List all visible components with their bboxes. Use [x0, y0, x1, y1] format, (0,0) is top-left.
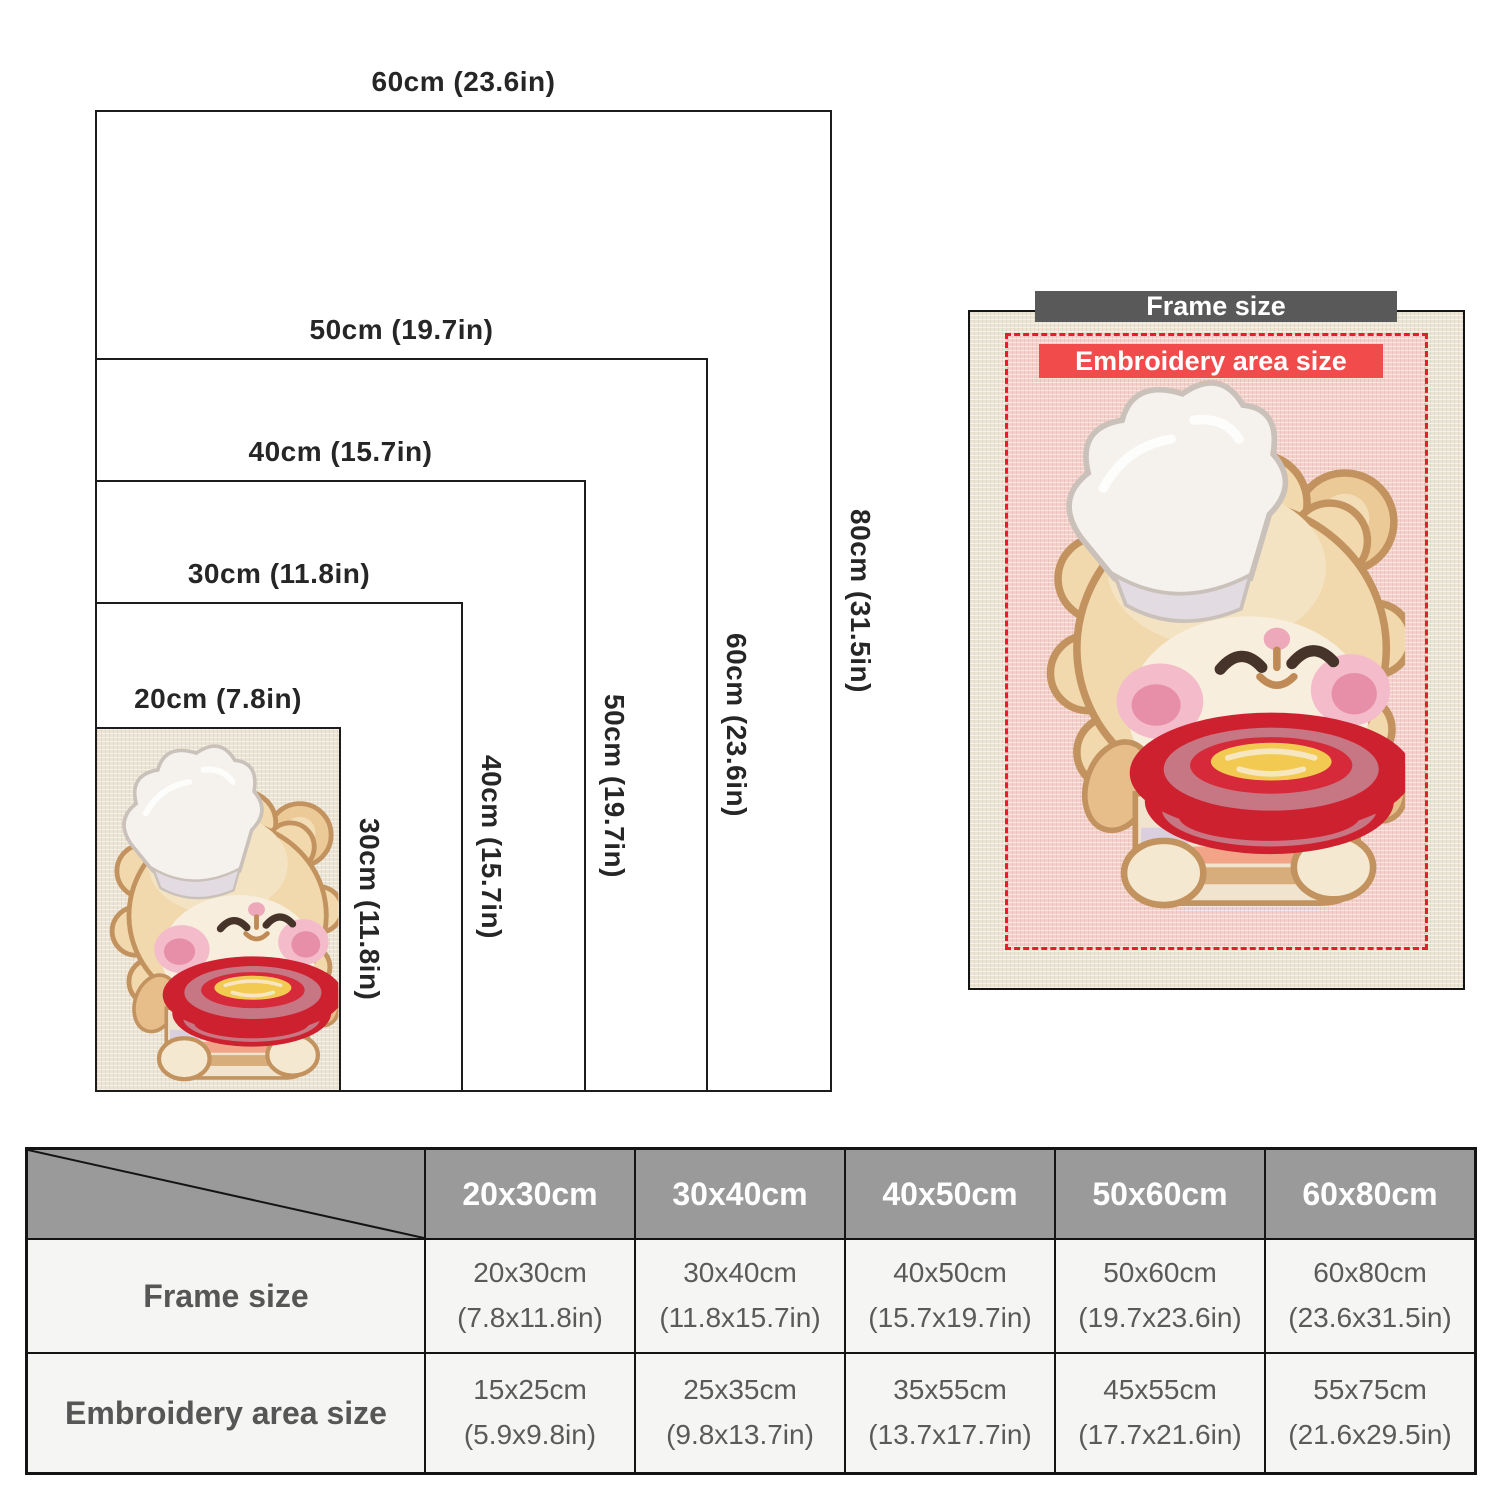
width-label-60cm: 60cm (23.6in): [371, 66, 556, 97]
embroidery-area-cell: 55x75cm (21.6x29.5in): [1266, 1354, 1474, 1472]
cell-cm: 45x55cm: [1103, 1374, 1217, 1406]
size-rect-20x30: [95, 727, 341, 1092]
frame-size-banner: Frame size: [1035, 291, 1397, 322]
cell-inch: (9.8x13.7in): [666, 1419, 814, 1450]
cell-cm: 30x40cm: [683, 1257, 797, 1289]
col-header-30x40: 30x40cm: [636, 1150, 844, 1238]
cell-cm: 35x55cm: [893, 1374, 1007, 1406]
col-header-60x80: 60x80cm: [1266, 1150, 1474, 1238]
frame-size-cell: 60x80cm (23.6x31.5in): [1266, 1240, 1474, 1352]
cell-inch: (5.9x9.8in): [463, 1419, 597, 1450]
cell-cm: 60x80cm: [1313, 1257, 1427, 1289]
product-photo-frame: [968, 310, 1465, 990]
cell-inch: (23.6x31.5in): [1288, 1302, 1452, 1333]
cell-cm: 25x35cm: [683, 1374, 797, 1406]
frame-size-cell: 30x40cm (11.8x15.7in): [636, 1240, 844, 1352]
width-label-40cm: 40cm (15.7in): [248, 436, 433, 467]
cell-inch: (21.6x29.5in): [1288, 1419, 1452, 1450]
cell-cm: 55x75cm: [1313, 1374, 1427, 1406]
small-embroidery-photo: [97, 729, 339, 1090]
cell-inch: (7.8x11.8in): [457, 1302, 603, 1333]
col-header-40x50: 40x50cm: [846, 1150, 1054, 1238]
cell-cm: 40x50cm: [893, 1257, 1007, 1289]
cell-inch: (19.7x23.6in): [1078, 1302, 1242, 1333]
cell-inch: (15.7x19.7in): [868, 1302, 1032, 1333]
embroidery-area-cell: 15x25cm (5.9x9.8in): [426, 1354, 634, 1472]
bear-embroidery-illustration: [97, 729, 339, 1090]
frame-size-cell: 50x60cm (19.7x23.6in): [1056, 1240, 1264, 1352]
cell-inch: (13.7x17.7in): [868, 1419, 1032, 1450]
height-label-50cm: 50cm (19.7in): [599, 694, 630, 878]
cell-cm: 20x30cm: [473, 1257, 587, 1289]
width-label-30cm: 30cm (11.8in): [187, 558, 371, 589]
embroidery-area-cell: 25x35cm (9.8x13.7in): [636, 1354, 844, 1472]
frame-size-row-label: Frame size: [28, 1240, 424, 1352]
height-label-60cm: 60cm (23.6in): [721, 633, 752, 817]
embroidery-area-row-label: Embroidery area size: [28, 1354, 424, 1472]
height-label-30cm: 30cm (11.8in): [354, 818, 385, 1001]
table-corner-cell: [28, 1150, 424, 1238]
width-label-20cm: 20cm (7.8in): [134, 683, 302, 714]
col-header-50x60: 50x60cm: [1056, 1150, 1264, 1238]
embroidery-area-banner: Embroidery area size: [1039, 344, 1383, 378]
embroidery-area-region: [1005, 333, 1428, 950]
embroidery-area-cell: 45x55cm (17.7x21.6in): [1056, 1354, 1264, 1472]
diagonal-line: [28, 1150, 424, 1238]
frame-size-cell: 20x30cm (7.8x11.8in): [426, 1240, 634, 1352]
cell-cm: 50x60cm: [1103, 1257, 1217, 1289]
width-label-50cm: 50cm (19.7in): [309, 314, 494, 345]
frame-size-cell: 40x50cm (15.7x19.7in): [846, 1240, 1054, 1352]
bear-embroidery-illustration: [1022, 356, 1411, 922]
size-table: 20x30cm 30x40cm 40x50cm 50x60cm 60x80cm …: [25, 1147, 1477, 1475]
cell-inch: (17.7x21.6in): [1078, 1419, 1242, 1450]
height-label-80cm: 80cm (31.5in): [845, 509, 876, 693]
cell-inch: (11.8x15.7in): [659, 1302, 821, 1333]
embroidery-area-cell: 35x55cm (13.7x17.7in): [846, 1354, 1054, 1472]
col-header-20x30: 20x30cm: [426, 1150, 634, 1238]
height-label-40cm: 40cm (15.7in): [476, 755, 507, 939]
cell-cm: 15x25cm: [473, 1374, 587, 1406]
